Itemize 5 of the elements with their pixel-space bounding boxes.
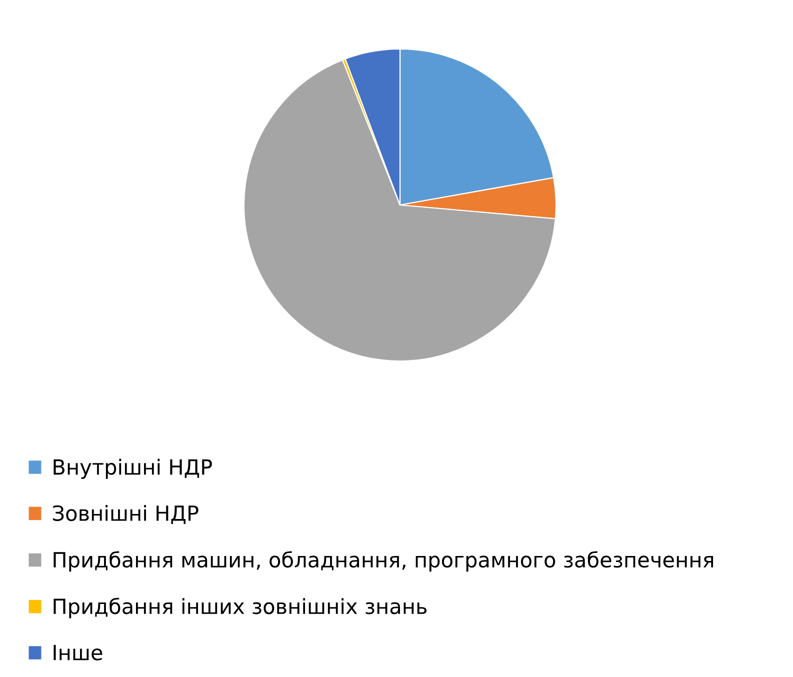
legend-label: Внутрішні НДР [54,458,212,479]
legend-label: Придбання машин, обладнання, програмного забезпечення [54,551,714,572]
legend-label: Придбання інших зовнішніх знань [54,598,427,618]
legend-label: Інше [54,644,102,660]
legend-label: Зовнішні НДР [53,504,198,524]
